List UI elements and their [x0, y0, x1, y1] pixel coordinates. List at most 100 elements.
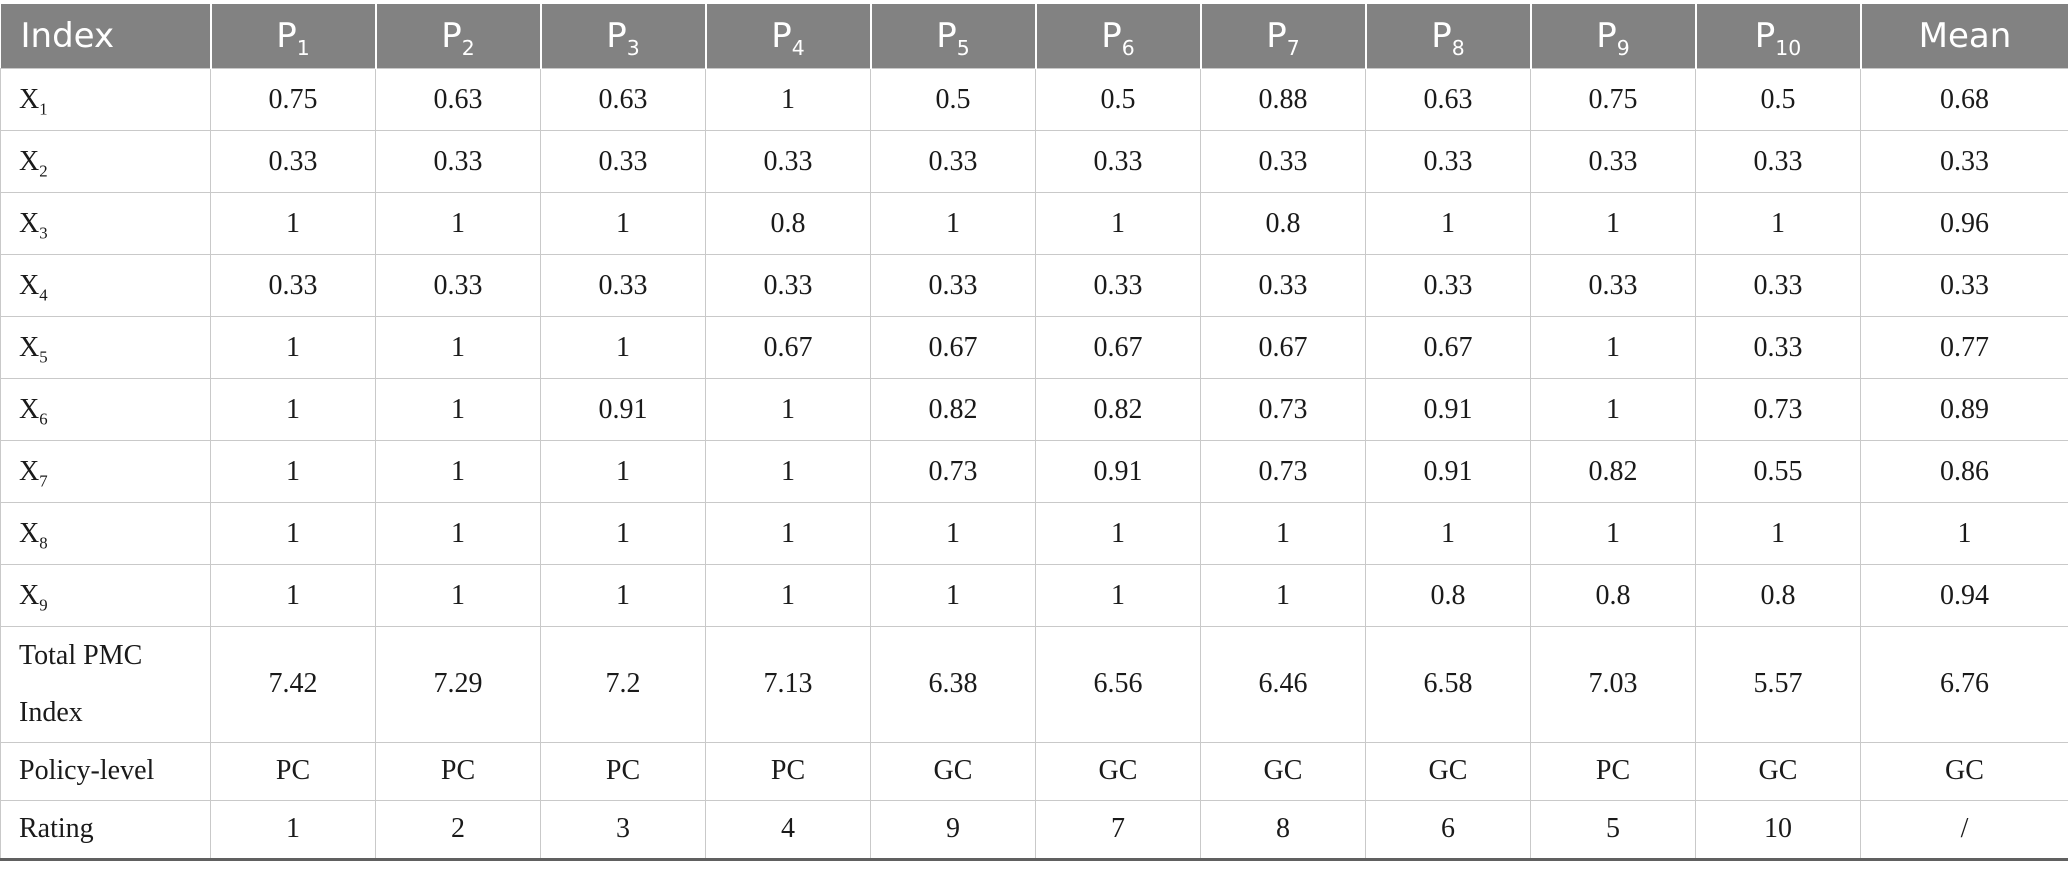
value-cell: 5 [1530, 799, 1696, 861]
value-cell: 0.73 [1695, 378, 1861, 441]
index-column-header: Index [0, 4, 211, 69]
value-cell: 0.67 [1200, 316, 1366, 379]
value-cell: 0.75 [210, 68, 376, 131]
table-row: Rating 1 2 3 4 9 7 8 6 5 10/ [0, 799, 2068, 861]
value-cell: 6.76 [1860, 626, 2068, 743]
value-cell: 7.29 [375, 626, 541, 743]
value-cell: 1 [540, 564, 706, 627]
value-cell: 0.33 [1365, 254, 1531, 317]
value-cell: 1 [210, 192, 376, 255]
table-body: X1 0.75 0.63 0.63 1 0.5 0.5 0.88 0.63 0.75 0.5 0.68… [0, 68, 2068, 861]
value-cell: 1 [705, 440, 871, 503]
row-label-text: Total PMC Index [19, 640, 143, 729]
value-cell: 6.56 [1035, 626, 1201, 743]
value-cell: 0.8 [1530, 564, 1696, 627]
value-cell: 0.8 [1200, 192, 1366, 255]
value-cell: 1 [375, 378, 541, 441]
value-cell: 1 [1695, 192, 1861, 255]
value-cell: 0.88 [1200, 68, 1366, 131]
value-cell: 1 [1035, 564, 1201, 627]
value-cell: 0.33 [1695, 254, 1861, 317]
value-cell: 0.33 [210, 130, 376, 193]
value-cell: 1 [210, 502, 376, 565]
value-cell: 0.77 [1860, 316, 2068, 379]
value-cell: PC [540, 741, 706, 801]
table-row: Policy-level PC PC PC PC GC GC GC GC PC GC GC [0, 741, 2068, 801]
subscript: 10 [1775, 35, 1802, 60]
table-row: X4 0.33 0.33 0.33 0.33 0.33 0.33 0.33 0.33 0.33 0.… [0, 254, 2068, 317]
subscript: 7 [1286, 35, 1300, 60]
value-cell: 0.33 [1365, 130, 1531, 193]
table-row: X9 1 1 1 1 1 1 1 0.8 0.8 0.8 0.94 [0, 564, 2068, 627]
value-cell: 0.82 [870, 378, 1036, 441]
subscript: 1 [296, 35, 310, 60]
value-cell: / [1860, 799, 2068, 861]
policy-column-header: P3 [539, 4, 706, 69]
row-label: X3 [0, 192, 211, 255]
value-cell: 0.33 [540, 254, 706, 317]
value-cell: 0.33 [705, 254, 871, 317]
row-label: X6 [0, 378, 211, 441]
value-cell: GC [1035, 741, 1201, 801]
subscript: 5 [956, 35, 970, 60]
row-label: Total PMC Index [0, 626, 211, 743]
value-cell: 0.63 [1365, 68, 1531, 131]
value-cell: 0.8 [705, 192, 871, 255]
value-cell: 0.67 [1035, 316, 1201, 379]
value-cell: 1 [375, 440, 541, 503]
value-cell: 1 [1530, 502, 1696, 565]
value-cell: 1 [870, 564, 1036, 627]
row-label: X9 [0, 564, 211, 627]
value-cell: 1 [870, 502, 1036, 565]
policy-column-header: P1 [209, 4, 376, 69]
value-cell: 0.33 [1035, 254, 1201, 317]
value-cell: 0.8 [1365, 564, 1531, 627]
row-label: X1 [0, 68, 211, 131]
policy-column-header: P10 [1694, 4, 1861, 69]
subscript: 8 [1451, 35, 1465, 60]
value-cell: 1 [210, 378, 376, 441]
value-cell: 0.63 [540, 68, 706, 131]
subscript: 4 [791, 35, 805, 60]
subscript: 3 [39, 223, 48, 243]
value-cell: 1 [1530, 192, 1696, 255]
row-label: X7 [0, 440, 211, 503]
value-cell: 0.73 [1200, 378, 1366, 441]
value-cell: 0.5 [1695, 68, 1861, 131]
policy-column-header: P2 [374, 4, 541, 69]
value-cell: 0.33 [1695, 130, 1861, 193]
value-cell: 1 [1200, 502, 1366, 565]
value-cell: 2 [375, 799, 541, 861]
value-cell: 0.67 [870, 316, 1036, 379]
value-cell: 5.57 [1695, 626, 1861, 743]
value-cell: 1 [1365, 502, 1531, 565]
value-cell: 0.63 [375, 68, 541, 131]
value-cell: 0.67 [1365, 316, 1531, 379]
value-cell: 0.75 [1530, 68, 1696, 131]
value-cell: 0.73 [1200, 440, 1366, 503]
pmc-index-table: Index P1 P2 P3 P4 P5 P6 P7 P8 P9 P10 Mean X1 0.75 0.6… [0, 4, 2068, 861]
value-cell: 7.42 [210, 626, 376, 743]
value-cell: GC [1365, 741, 1531, 801]
value-cell: PC [375, 741, 541, 801]
value-cell: 0.33 [705, 130, 871, 193]
value-cell: 0.33 [870, 254, 1036, 317]
value-cell: 0.82 [1035, 378, 1201, 441]
value-cell: 1 [1365, 192, 1531, 255]
subscript: 5 [39, 347, 48, 367]
value-cell: 3 [540, 799, 706, 861]
subscript: 4 [39, 285, 48, 305]
value-cell: 7.13 [705, 626, 871, 743]
row-label: X5 [0, 316, 211, 379]
value-cell: 6.46 [1200, 626, 1366, 743]
table-row: X3 1 1 1 0.8 1 1 0.8 1 1 1 0.96 [0, 192, 2068, 255]
value-cell: 1 [375, 564, 541, 627]
value-cell: 1 [705, 502, 871, 565]
table-row: X8 1 1 1 1 1 1 1 1 1 1 1 [0, 502, 2068, 565]
table-row: X1 0.75 0.63 0.63 1 0.5 0.5 0.88 0.63 0.75 0.5 0.68 [0, 68, 2068, 131]
value-cell: 0.33 [375, 130, 541, 193]
value-cell: PC [1530, 741, 1696, 801]
value-cell: 0.8 [1695, 564, 1861, 627]
row-label: Rating [0, 799, 211, 861]
value-cell: 0.33 [1200, 254, 1366, 317]
